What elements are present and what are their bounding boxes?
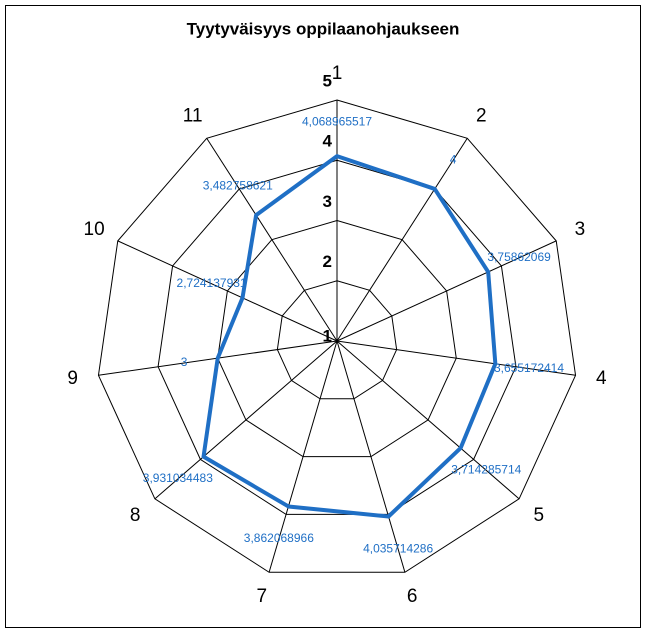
value-label: 3,862068966 — [244, 531, 314, 545]
tick-label: 3 — [323, 192, 332, 211]
category-label: 3 — [575, 219, 586, 240]
chart-title: Tyytyväisyys oppilaanohjaukseen — [187, 19, 460, 38]
tick-label: 4 — [323, 132, 333, 151]
value-label: 2,724137931 — [177, 276, 247, 290]
tick-label: 2 — [323, 252, 332, 271]
spoke — [336, 240, 557, 342]
value-label: 3,75862069 — [487, 250, 551, 264]
category-label: 11 — [183, 105, 203, 126]
category-label: 5 — [533, 505, 544, 526]
spoke — [268, 340, 338, 573]
tick-label: 5 — [323, 71, 332, 90]
spoke — [117, 240, 338, 342]
category-label: 8 — [130, 505, 141, 526]
spoke — [336, 340, 520, 500]
spoke — [336, 137, 468, 342]
tick-label: 1 — [323, 326, 332, 345]
category-label: 2 — [476, 105, 487, 126]
value-label: 4 — [450, 153, 457, 167]
category-label: 7 — [256, 586, 267, 607]
value-label: 4,068965517 — [302, 114, 372, 128]
chart-frame — [5, 5, 641, 628]
grid-line — [97, 99, 577, 573]
value-label: 3,482758621 — [203, 179, 273, 193]
grid-line — [157, 159, 517, 515]
grid-line — [276, 280, 398, 400]
category-label: 1 — [332, 63, 343, 84]
value-label: 4,035714286 — [363, 541, 433, 555]
category-label: 10 — [84, 219, 105, 240]
category-label: 9 — [67, 368, 78, 389]
grid-line — [217, 219, 457, 458]
value-label: 3,655172414 — [494, 361, 564, 375]
value-label: 3 — [181, 355, 188, 369]
category-label: 4 — [596, 368, 607, 389]
spoke — [206, 137, 338, 342]
spoke — [336, 340, 576, 376]
value-label: 3,714285714 — [451, 463, 521, 477]
value-label: 3,931034483 — [143, 471, 213, 485]
spoke — [154, 340, 338, 500]
data-line — [201, 154, 498, 519]
spoke — [336, 340, 406, 573]
category-label: 6 — [407, 586, 418, 607]
